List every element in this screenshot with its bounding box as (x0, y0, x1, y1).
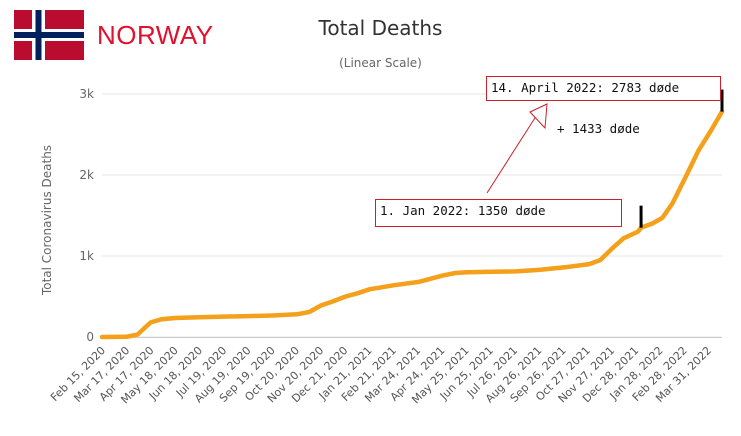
annotation-increase: + 1433 døde (557, 121, 640, 136)
annotation-jan-2022: 1. Jan 2022: 1350 døde (375, 199, 622, 227)
y-tick-label: 1k (79, 249, 94, 263)
norway-flag-icon (14, 10, 84, 60)
annotation-arrow-head (529, 103, 548, 130)
chart-subtitle: (Linear Scale) (339, 56, 422, 70)
annotation-arrow-line (486, 109, 541, 194)
y-tick-label: 2k (79, 168, 94, 182)
annotation-april-2022: 14. April 2022: 2783 døde (486, 76, 721, 101)
deaths-series-line (99, 109, 725, 340)
chart-title: Total Deaths (318, 16, 443, 40)
country-label: NORWAY (97, 20, 214, 50)
y-tick-label: 0 (86, 330, 94, 344)
y-tick-label: 3k (79, 87, 94, 101)
